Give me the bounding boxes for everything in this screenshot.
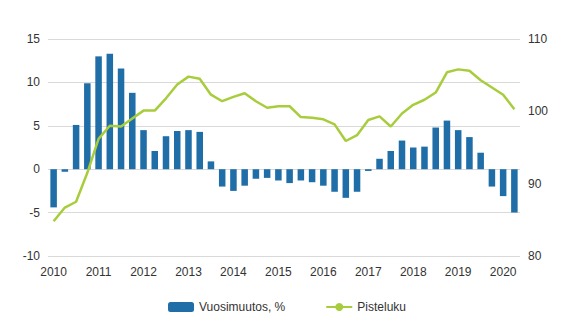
svg-text:Pisteluku: Pisteluku xyxy=(357,300,406,314)
svg-text:2011: 2011 xyxy=(86,265,112,279)
svg-text:5: 5 xyxy=(33,119,40,133)
svg-text:2014: 2014 xyxy=(220,265,247,279)
svg-text:10: 10 xyxy=(27,75,41,89)
svg-text:2012: 2012 xyxy=(130,265,157,279)
svg-text:2010: 2010 xyxy=(40,265,67,279)
svg-text:-10: -10 xyxy=(23,249,41,263)
svg-text:-5: -5 xyxy=(29,206,40,220)
svg-text:90: 90 xyxy=(528,177,542,191)
svg-text:0: 0 xyxy=(33,162,40,176)
svg-text:100: 100 xyxy=(528,104,548,118)
svg-text:2016: 2016 xyxy=(310,265,337,279)
svg-text:80: 80 xyxy=(528,249,542,263)
svg-text:2017: 2017 xyxy=(355,265,382,279)
svg-text:2020: 2020 xyxy=(490,265,517,279)
svg-text:2019: 2019 xyxy=(445,265,472,279)
svg-text:Vuosimuutos, %: Vuosimuutos, % xyxy=(199,300,286,314)
svg-text:15: 15 xyxy=(27,32,41,46)
svg-text:2013: 2013 xyxy=(175,265,202,279)
svg-text:2018: 2018 xyxy=(400,265,427,279)
svg-text:2015: 2015 xyxy=(265,265,292,279)
svg-text:110: 110 xyxy=(528,32,547,46)
